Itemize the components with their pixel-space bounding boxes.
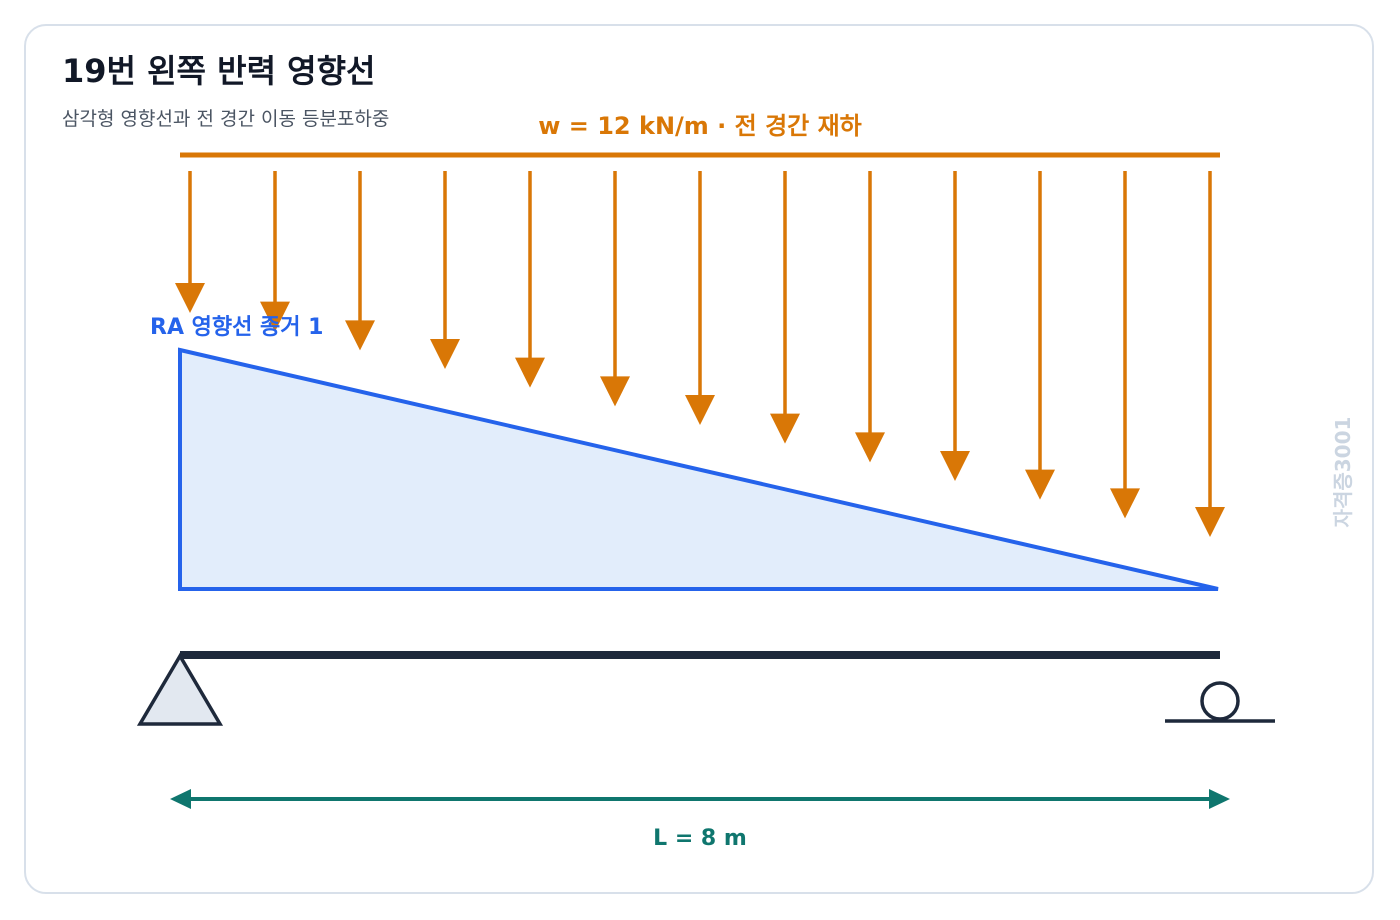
load-arrow-head xyxy=(1025,469,1055,500)
load-label: w = 12 kN/m · 전 경간 재하 xyxy=(538,112,862,140)
load-arrow-head xyxy=(1110,488,1140,519)
influence-line-area xyxy=(178,347,1219,591)
roller-support xyxy=(1200,681,1240,721)
span-dimension-arrow-left xyxy=(170,789,191,809)
watermark: 자격증3001 xyxy=(1331,417,1355,528)
load-arrow-head xyxy=(260,301,290,332)
span-dimension-arrow-right xyxy=(1209,789,1230,809)
load-arrow-head xyxy=(515,357,545,388)
page-subtitle: 삼각형 영향선과 전 경간 이동 등분포하중 xyxy=(62,108,390,130)
load-arrow-head xyxy=(1195,507,1225,537)
load-arrow-head xyxy=(770,413,800,444)
load-arrow-head xyxy=(345,320,375,351)
influence-ordinate-label: RA 영향선 종거 1 xyxy=(150,315,323,340)
page-title: 19번 왼쪽 반력 영향선 xyxy=(62,52,376,90)
load-arrow-head xyxy=(430,339,460,369)
load-arrow-head xyxy=(600,376,630,407)
pin-support xyxy=(136,652,224,726)
load-arrow-head xyxy=(685,395,715,425)
load-arrows xyxy=(175,171,1225,537)
load-arrow-head xyxy=(175,283,205,313)
span-label: L = 8 m xyxy=(653,826,747,851)
load-arrow-head xyxy=(940,451,970,481)
load-arrow-head xyxy=(855,432,885,463)
